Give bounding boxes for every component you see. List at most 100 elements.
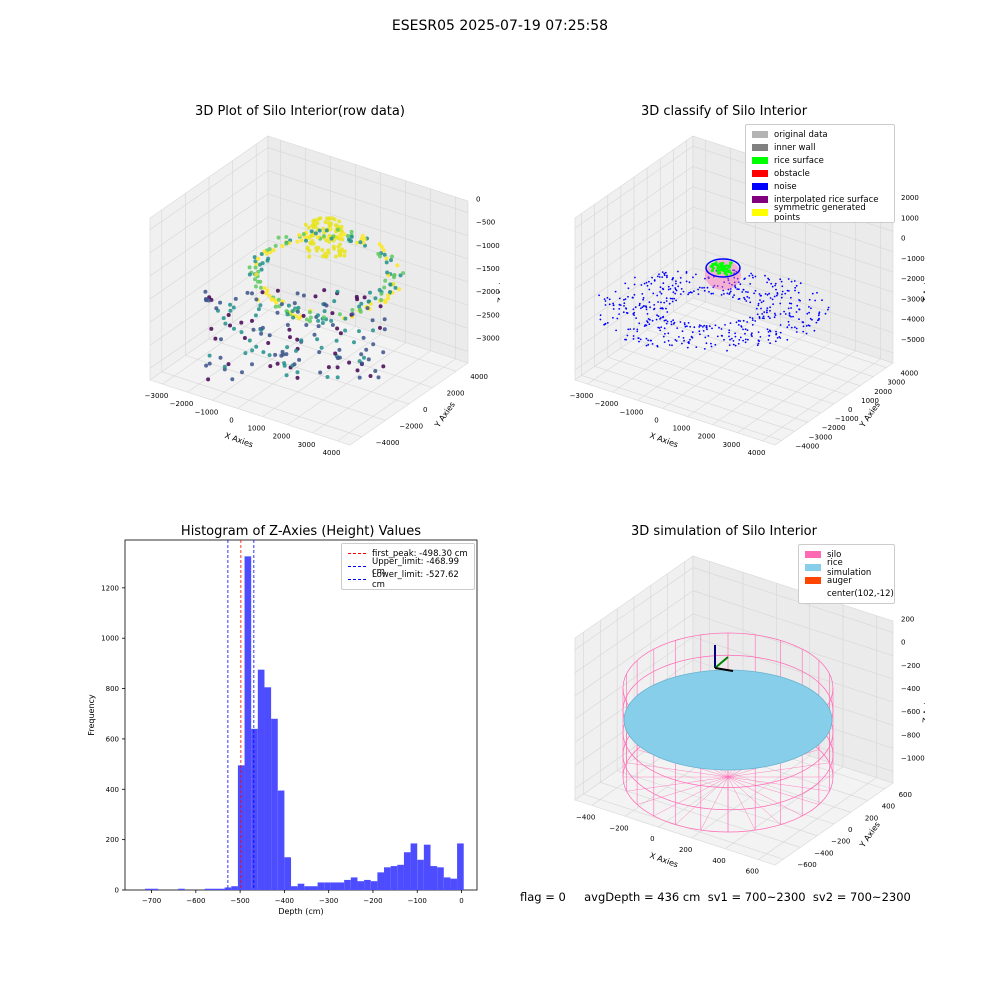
cls-legend-entry: inner wall (752, 141, 888, 154)
cls-rice-point (725, 267, 729, 271)
cls-noise-point (790, 307, 792, 309)
hist-legend-entry: Lower_limit: -527.62 cm (348, 570, 468, 590)
cls-legend-label: inner wall (774, 142, 816, 153)
hist-bar (344, 879, 351, 890)
raw-point (358, 240, 363, 245)
raw-point (285, 323, 290, 327)
cls-noise-point (754, 275, 757, 278)
cls-ytick: 1000 (861, 397, 879, 405)
cls-noise-point (742, 339, 744, 342)
cls-noise-point (614, 290, 617, 293)
cls-noise-point (728, 335, 730, 338)
sim-ytick: −600 (797, 861, 816, 869)
cls-noise-point (818, 312, 820, 315)
cls-noise-point (769, 317, 771, 319)
cls-rice-point (720, 266, 723, 269)
sim-legend-label: center(102,-12) (827, 588, 894, 599)
cls-rice-point (727, 270, 731, 273)
hist-xtick-label: −200 (363, 897, 382, 905)
cls-noise-point (723, 338, 725, 341)
cls-noise-point (787, 320, 790, 323)
cls-noise-point (657, 326, 660, 329)
cls-noise-point (641, 293, 644, 295)
raw-point (247, 338, 252, 343)
cls-legend-label: obstacle (774, 168, 810, 179)
cls-noise-point (672, 319, 674, 322)
raw-point (259, 252, 264, 256)
raw-point (338, 232, 343, 237)
hist-bar (370, 881, 378, 890)
raw-point (335, 356, 340, 361)
cls-legend-entry: noise (752, 180, 888, 193)
cls-noise-point (632, 308, 635, 311)
cls-noise-point (608, 303, 611, 306)
raw-point (280, 244, 285, 249)
raw-point (303, 222, 308, 227)
cls-noise-point (728, 282, 731, 285)
cls-noise-point (774, 282, 777, 285)
raw-point (313, 294, 318, 299)
sim-grid-y (600, 782, 801, 848)
raw-point (231, 305, 236, 310)
raw-grid-y (161, 371, 362, 438)
raw-point (307, 254, 312, 259)
raw-ztick: −1500 (476, 265, 500, 273)
cls-noise-point (723, 293, 725, 295)
hist-ytick-label: 600 (106, 735, 119, 743)
cls-grid-y (633, 338, 835, 405)
cls-noise-point (776, 293, 779, 295)
cls-noise-point (627, 295, 629, 298)
raw-point (379, 298, 384, 302)
raw-point (342, 249, 347, 254)
raw-point (325, 375, 330, 379)
cls-noise-point (624, 298, 627, 300)
cls-legend-label: symmetric generated points (774, 202, 866, 223)
hist-bar (310, 886, 318, 890)
cls-noise-point (660, 292, 663, 295)
sim-ylabel: Y Axies (857, 820, 882, 850)
cls-noise-point (679, 281, 682, 284)
sim-plot-title: 3D simulation of Silo Interior (631, 524, 817, 539)
raw-point (335, 375, 340, 380)
hist-bar (284, 857, 292, 890)
cls-noise-point (707, 335, 710, 337)
cls-noise-point (645, 308, 648, 311)
cls-noise-point (743, 296, 745, 299)
raw-point (270, 297, 275, 302)
hist-bar (264, 687, 272, 890)
cls-noise-point (766, 311, 768, 314)
raw-point (252, 255, 257, 260)
raw-point (378, 304, 383, 309)
raw-point (297, 316, 302, 321)
cls-noise-point (744, 338, 747, 341)
raw-point (359, 352, 364, 357)
cls-noise-point (786, 289, 789, 292)
cls-noise-point (660, 301, 662, 304)
raw-ztick: −1000 (476, 242, 500, 250)
sim-xtick: −200 (609, 824, 628, 832)
cls-noise-point (768, 278, 770, 281)
raw-grid-z (267, 239, 469, 306)
cls-grid-y (607, 356, 808, 423)
raw-point (337, 312, 342, 317)
cls-noise-point (795, 311, 798, 313)
cls-noise-point (735, 270, 738, 273)
raw-point (322, 234, 326, 239)
cls-noise-point (626, 334, 629, 337)
cls-noise-point (806, 312, 809, 315)
raw-ytick: −2000 (399, 422, 423, 430)
cls-noise-point (808, 311, 810, 314)
cls-noise-point (653, 279, 656, 282)
sim-grid-z (574, 567, 694, 650)
raw-point (342, 253, 347, 258)
cls-noise-point (647, 339, 649, 342)
cls-noise-point (673, 297, 675, 300)
cls-noise-point (661, 287, 664, 290)
cls-rice-point (717, 266, 721, 269)
raw-point (318, 370, 323, 375)
cls-noise-point (813, 329, 816, 332)
cls-legend-swatch (752, 144, 768, 151)
cls-noise-point (779, 313, 782, 315)
raw-point (275, 288, 280, 293)
cls-legend-swatch (752, 209, 768, 216)
